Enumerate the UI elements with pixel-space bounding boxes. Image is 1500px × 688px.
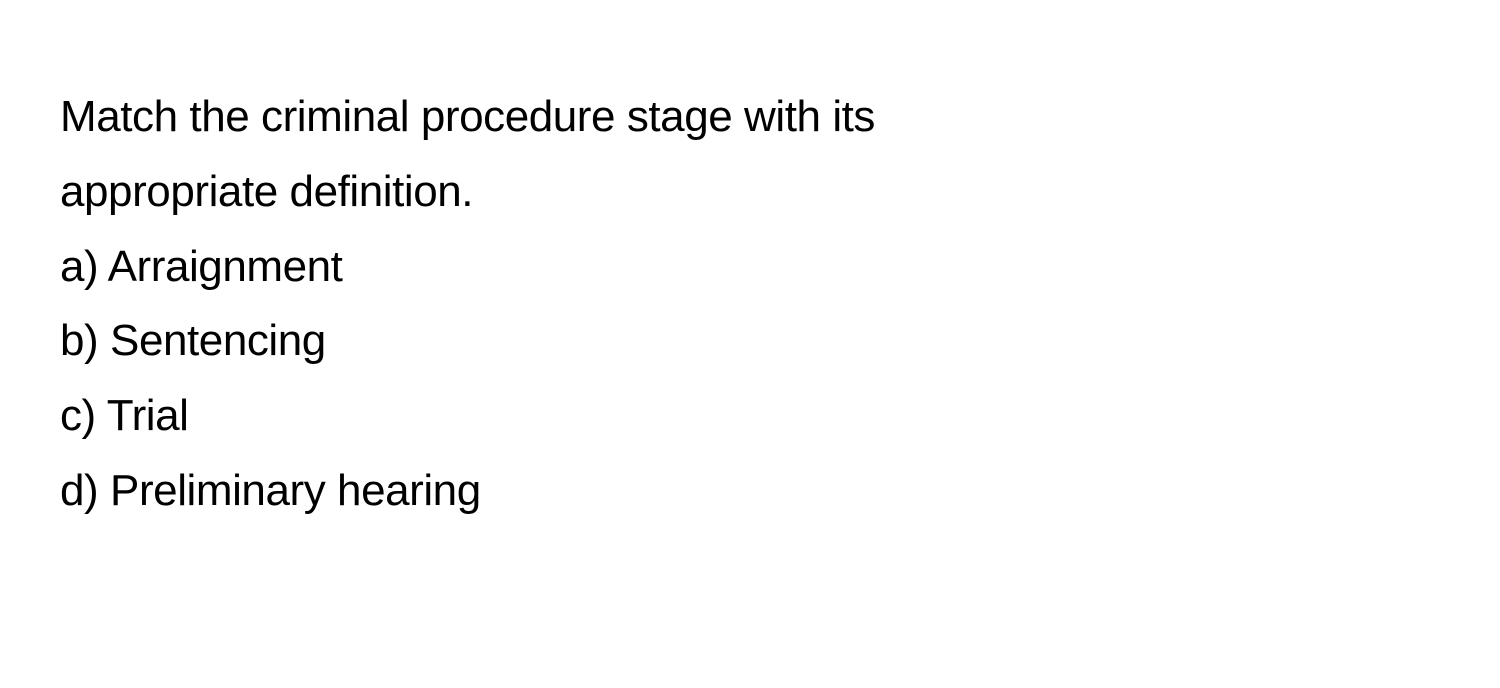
- option-d-text: Preliminary hearing: [110, 466, 481, 515]
- question-text-line-2: appropriate definition.: [60, 155, 1440, 230]
- option-a: a) Arraignment: [60, 230, 1440, 305]
- option-c-text: Trial: [107, 391, 189, 440]
- option-c-label: c): [60, 391, 96, 440]
- option-b: b) Sentencing: [60, 304, 1440, 379]
- option-a-text: Arraignment: [108, 242, 343, 291]
- question-text-line-1: Match the criminal procedure stage with …: [60, 80, 1440, 155]
- option-b-label: b): [60, 316, 98, 365]
- option-d-label: d): [60, 466, 98, 515]
- question-content: Match the criminal procedure stage with …: [60, 80, 1440, 529]
- option-a-label: a): [60, 242, 98, 291]
- option-d: d) Preliminary hearing: [60, 454, 1440, 529]
- option-c: c) Trial: [60, 379, 1440, 454]
- option-b-text: Sentencing: [110, 316, 326, 365]
